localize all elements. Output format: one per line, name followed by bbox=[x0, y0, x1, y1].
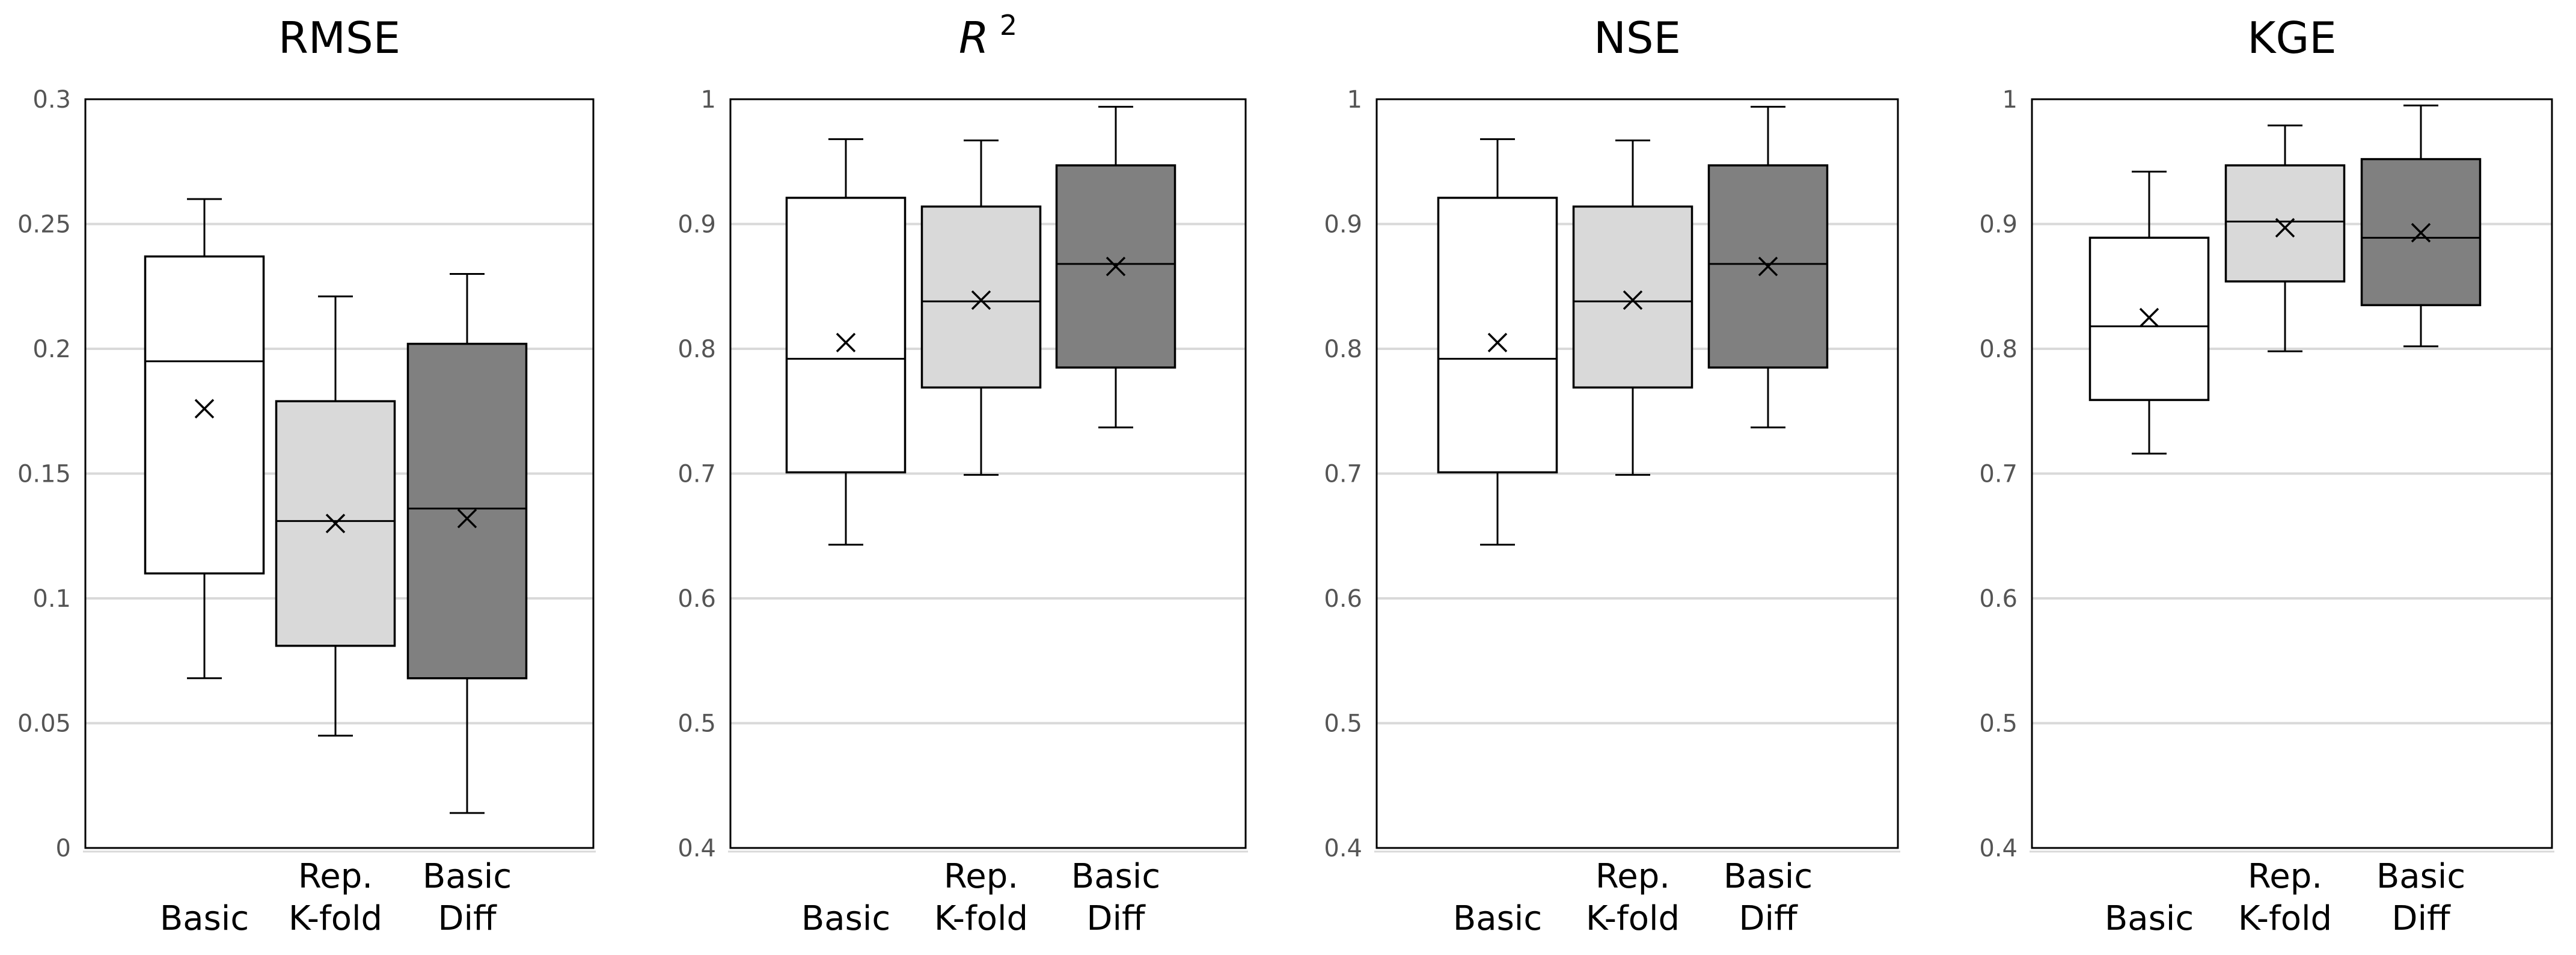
y-tick-label: 0.05 bbox=[17, 710, 71, 738]
y-tick-label: 0.9 bbox=[678, 211, 716, 239]
box-group bbox=[144, 198, 265, 680]
mean-marker-stroke bbox=[2411, 223, 2431, 243]
y-tick-label: 0.25 bbox=[17, 211, 71, 239]
category-label: K-fold bbox=[1586, 899, 1680, 938]
category-label: Basic bbox=[2105, 899, 2194, 938]
box-group bbox=[2088, 170, 2210, 455]
category-label: Basic bbox=[1071, 857, 1160, 896]
y-tick-label: 0.5 bbox=[1979, 710, 2018, 738]
mean-marker-stroke bbox=[1106, 256, 1126, 277]
y-tick-label: 0.9 bbox=[1324, 211, 1362, 239]
y-tick-label: 0.6 bbox=[1324, 585, 1362, 613]
y-tick-label: 0.5 bbox=[1324, 710, 1362, 738]
y-tick-label: 0 bbox=[56, 835, 71, 862]
mean-marker-stroke bbox=[457, 508, 477, 529]
mean-marker-stroke bbox=[971, 290, 991, 310]
mean-marker-stroke bbox=[1487, 333, 1508, 352]
panel-1: RMSE 0 0.05 0.1 0.15 0.2 0.25 0.3 Basic Rep.K-fol… bbox=[17, 13, 596, 938]
y-tick-label: 1 bbox=[2002, 86, 2018, 114]
mean-marker-stroke bbox=[325, 514, 346, 533]
category-label: Basic bbox=[160, 899, 249, 938]
y-tick-label: 0.2 bbox=[32, 336, 71, 363]
iqr-box bbox=[406, 342, 528, 680]
box-group bbox=[1437, 138, 1558, 546]
y-tick-label: 0.1 bbox=[32, 585, 71, 613]
box-group bbox=[785, 138, 907, 546]
panel-title-base: R bbox=[959, 13, 989, 63]
y-tick-label: 0.9 bbox=[1979, 211, 2018, 239]
category-label: Diff bbox=[438, 899, 497, 938]
y-tick-label: 0.4 bbox=[678, 835, 716, 862]
y-tick-label: 0.7 bbox=[678, 461, 716, 488]
box-group bbox=[1055, 105, 1176, 429]
y-tick-label: 0.8 bbox=[678, 336, 716, 363]
mean-marker-stroke bbox=[194, 399, 215, 419]
y-tick-label: 0.8 bbox=[1979, 336, 2018, 363]
y-tick-label: 0.3 bbox=[32, 86, 71, 114]
category-label: Rep. bbox=[1595, 857, 1670, 896]
y-tick-label: 0.4 bbox=[1979, 835, 2018, 862]
box-group bbox=[1572, 139, 1693, 476]
category-label: Basic bbox=[1453, 899, 1542, 938]
box-group bbox=[2360, 104, 2482, 348]
panel-title: NSE bbox=[1594, 13, 1681, 63]
category-label: Basic bbox=[1724, 857, 1813, 896]
y-tick-label: 0.15 bbox=[17, 461, 71, 488]
category-label: K-fold bbox=[2238, 899, 2332, 938]
iqr-box bbox=[785, 197, 907, 474]
category-label: Basic bbox=[801, 899, 890, 938]
mean-marker-stroke bbox=[1623, 290, 1643, 310]
panel-4: KGE 0.4 0.5 0.6 0.7 0.8 0.9 1 Basic Rep.K-fold Bas… bbox=[1979, 13, 2554, 938]
y-tick-label: 0.7 bbox=[1979, 461, 2018, 488]
mean-marker-stroke bbox=[836, 333, 856, 352]
y-tick-label: 0.8 bbox=[1324, 336, 1362, 363]
iqr-box bbox=[1572, 205, 1693, 389]
category-label: Basic bbox=[423, 857, 512, 896]
panel-title: RMSE bbox=[278, 13, 400, 63]
iqr-box bbox=[920, 205, 1042, 389]
panel-3: NSE 0.4 0.5 0.6 0.7 0.8 0.9 1 Basic Rep.K-fold Bas… bbox=[1324, 13, 1900, 938]
panel-title: KGE bbox=[2247, 13, 2337, 63]
y-tick-label: 0.6 bbox=[678, 585, 716, 613]
category-label: Rep. bbox=[298, 857, 373, 896]
y-tick-label: 0.7 bbox=[1324, 461, 1362, 488]
category-label: K-fold bbox=[934, 899, 1028, 938]
category-label: Diff bbox=[1739, 899, 1798, 938]
plot-area-frame bbox=[1375, 98, 1899, 849]
category-label: Rep. bbox=[944, 857, 1018, 896]
plot-area-frame bbox=[729, 98, 1247, 849]
iqr-box bbox=[2224, 164, 2346, 283]
y-tick-label: 1 bbox=[1347, 86, 1362, 114]
box-group bbox=[1707, 105, 1829, 429]
category-label: Diff bbox=[2391, 899, 2451, 938]
category-label: Diff bbox=[1086, 899, 1146, 938]
y-tick-label: 0.4 bbox=[1324, 835, 1362, 862]
iqr-box bbox=[1437, 197, 1558, 474]
box-group bbox=[406, 273, 528, 814]
panel-title-superscript: 2 bbox=[1000, 9, 1017, 41]
y-tick-label: 0.6 bbox=[1979, 585, 2018, 613]
category-label: Rep. bbox=[2248, 857, 2322, 896]
panel-2: R 2 0.4 0.5 0.6 0.7 0.8 0.9 1 Basic Rep.K-fold Basi… bbox=[678, 9, 1248, 938]
y-tick-label: 1 bbox=[701, 86, 716, 114]
box-group bbox=[275, 295, 396, 737]
y-tick-label: 0.5 bbox=[678, 710, 716, 738]
plot-area-frame bbox=[2031, 98, 2553, 849]
mean-marker-stroke bbox=[2139, 307, 2159, 328]
category-label: Basic bbox=[2376, 857, 2465, 896]
mean-marker-stroke bbox=[1758, 256, 1778, 277]
box-group bbox=[2224, 124, 2346, 352]
iqr-box bbox=[144, 255, 265, 575]
box-group bbox=[920, 139, 1042, 476]
category-label: K-fold bbox=[289, 899, 382, 938]
plot-area-frame bbox=[84, 98, 595, 849]
mean-marker-stroke bbox=[2275, 218, 2295, 238]
